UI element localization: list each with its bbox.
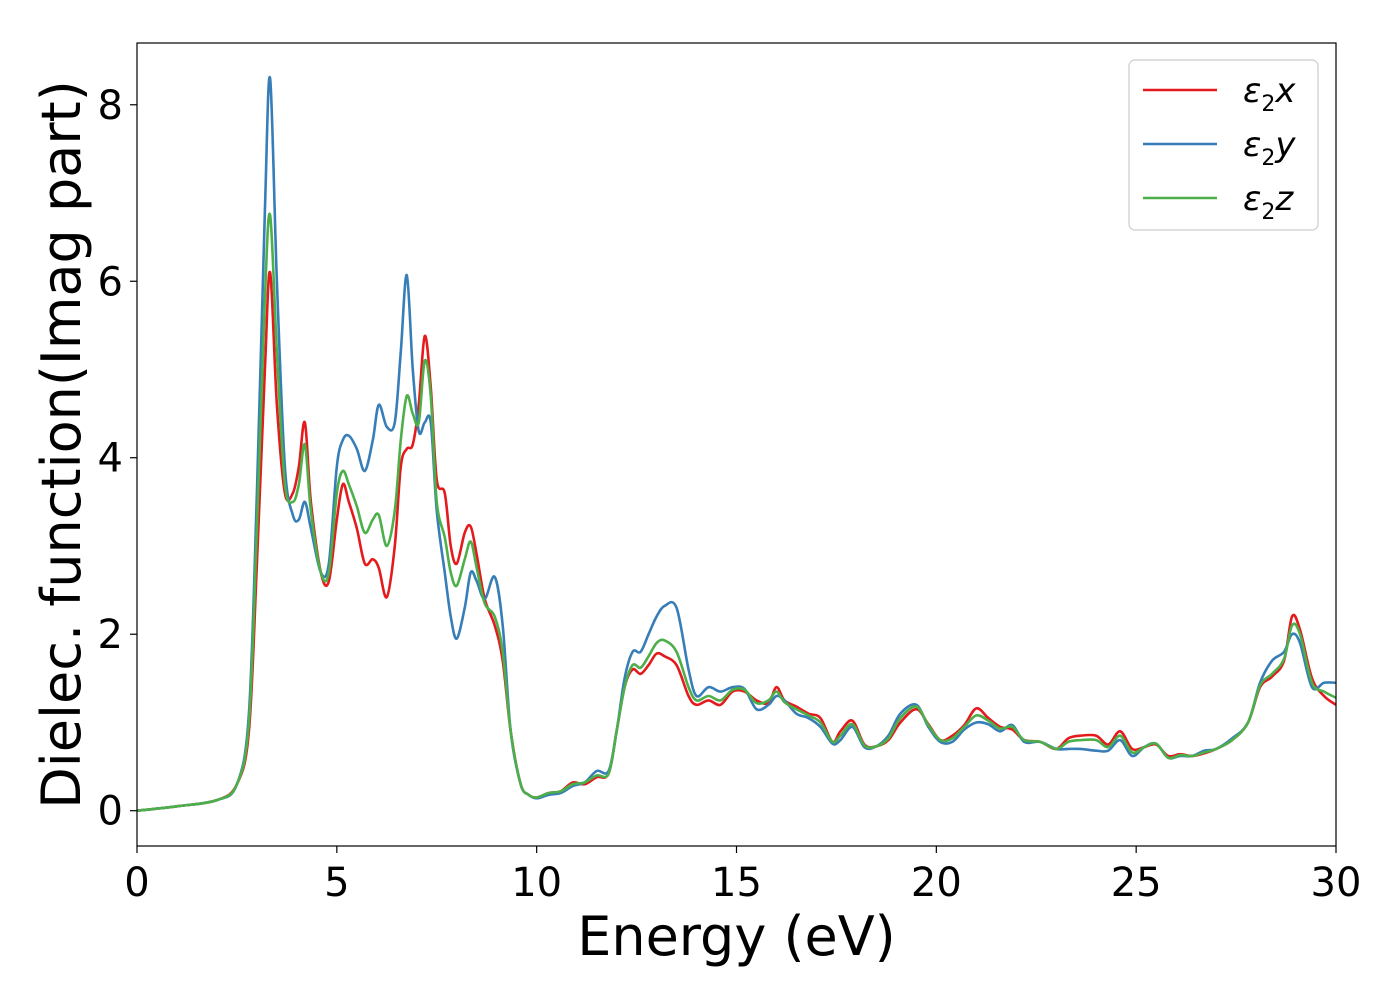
y-axis: 0 2 4 6 8 bbox=[98, 83, 137, 835]
x-tick-label: 15 bbox=[711, 860, 762, 906]
plot-lines bbox=[137, 75, 1336, 812]
legend: ε2x ε2y ε2z bbox=[1128, 59, 1319, 231]
x-tick-label: 0 bbox=[124, 860, 149, 906]
x-tick-label: 5 bbox=[324, 860, 349, 906]
x-tick-label: 20 bbox=[911, 860, 962, 906]
legend-label: ε2y bbox=[1243, 125, 1296, 171]
x-axis: 0 5 10 15 20 25 30 bbox=[124, 846, 1361, 906]
legend-label: ε2z bbox=[1243, 179, 1294, 225]
legend-label: ε2x bbox=[1243, 71, 1296, 117]
x-axis-title: Energy (eV) bbox=[577, 905, 896, 968]
y-tick-label: 6 bbox=[98, 259, 123, 305]
y-tick-label: 8 bbox=[98, 83, 123, 129]
x-tick-label: 30 bbox=[1311, 860, 1362, 906]
legend-box bbox=[1128, 59, 1319, 231]
y-tick-label: 4 bbox=[98, 436, 123, 482]
y-axis-title: Dielec. function(Imag part) bbox=[30, 80, 93, 809]
y-tick-label: 2 bbox=[98, 612, 123, 658]
y-tick-label: 0 bbox=[98, 789, 123, 835]
series-line-x bbox=[137, 270, 1336, 812]
x-tick-label: 10 bbox=[511, 860, 562, 906]
series-line-y bbox=[137, 75, 1336, 812]
x-tick-label: 25 bbox=[1111, 860, 1162, 906]
series-line-z bbox=[137, 212, 1336, 812]
